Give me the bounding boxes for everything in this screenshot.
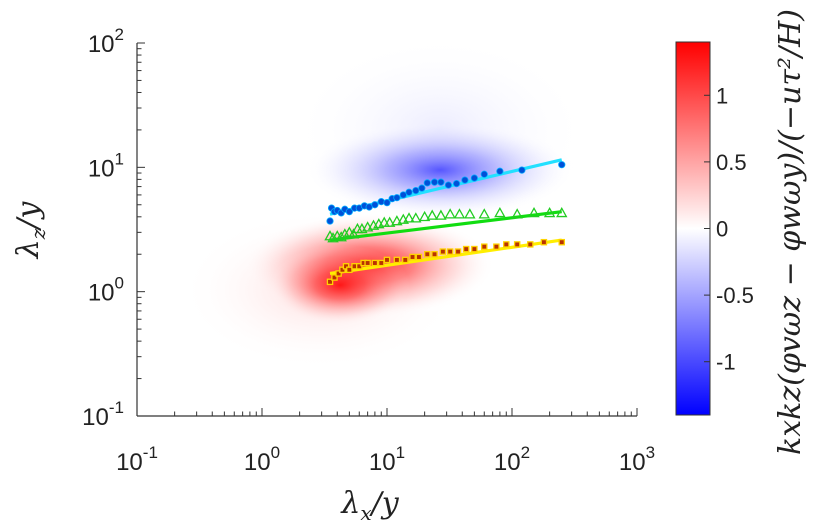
yellow-square-point [409, 253, 416, 261]
green-triangle-point [494, 206, 506, 218]
green-triangle-point [410, 212, 422, 223]
yellow-square-point [383, 256, 391, 264]
green-triangle-point [435, 209, 447, 220]
x-tick-label: 100 [244, 443, 280, 476]
yellow-square-point [513, 241, 521, 248]
y-tick-label: 10-1 [82, 398, 124, 431]
blue-circle-point [418, 184, 426, 192]
blue-circle-point [393, 194, 401, 202]
blue-circle-point [405, 188, 413, 196]
yellow-fit-line [329, 238, 562, 276]
blue-circle-point [345, 208, 353, 216]
x-axis-title: λx/y [340, 486, 399, 523]
x-tick-label: 103 [619, 443, 655, 476]
x-tick-label: 102 [494, 443, 530, 476]
green-triangle-point [464, 208, 476, 219]
blue-circle-point [377, 198, 385, 206]
green-triangle-point [327, 232, 339, 243]
blue-circle-point [383, 199, 391, 207]
y-tick-label: 102 [88, 25, 124, 58]
yellow-square-point [503, 241, 510, 248]
y-axis-title: λz/y [11, 201, 50, 260]
green-triangle-point [478, 208, 490, 219]
blue-circle-point [412, 186, 420, 195]
x-tick-label: 10-1 [116, 443, 158, 476]
green-triangle-point [556, 206, 568, 218]
heatmap-negative-lobe [305, 122, 575, 218]
yellow-square-point [371, 259, 379, 267]
x-tick-label: 101 [369, 443, 405, 476]
colorbar-tick-label: 0 [716, 217, 728, 242]
green-triangle-point [403, 212, 415, 223]
yellow-square-point [326, 278, 334, 286]
green-triangle-point [378, 216, 390, 227]
colorbar-tick-label: -0.5 [716, 283, 754, 308]
data-markers [324, 161, 568, 286]
green-triangle-point [335, 231, 347, 242]
yellow-square-point [439, 248, 447, 255]
yellow-square-point [558, 238, 565, 246]
yellow-square-point [493, 243, 500, 250]
blue-circle-point [444, 181, 453, 189]
yellow-square-point [346, 266, 353, 274]
yellow-square-point [378, 259, 385, 267]
yellow-square-point [527, 241, 534, 248]
blue-circle-point [470, 174, 478, 182]
green-triangle-point [391, 215, 403, 226]
yellow-square-point [356, 263, 363, 270]
yellow-square-point [335, 270, 342, 277]
yellow-square-point [481, 243, 488, 250]
blue-circle-point [371, 201, 379, 209]
axis-ticks [136, 42, 638, 417]
green-triangle-point [444, 208, 456, 219]
yellow-square-point [454, 248, 462, 255]
green-triangle-point [418, 210, 431, 222]
blue-circle-point [480, 170, 488, 178]
yellow-square-point [393, 256, 401, 264]
colorbar-tick-label: -1 [716, 350, 736, 375]
yellow-square-point [471, 245, 478, 253]
green-triangle-point [383, 216, 396, 227]
green-triangle-point [543, 206, 556, 218]
y-tick-label: 100 [88, 274, 124, 307]
blue-circle-point [461, 176, 469, 184]
blue-circle-point [399, 191, 407, 199]
yellow-square-point [462, 245, 470, 253]
green-triangle-point [528, 206, 540, 218]
blue-circle-point [496, 167, 504, 175]
yellow-square-point [331, 274, 338, 281]
green-triangle-point [426, 209, 438, 220]
blue-circle-point [430, 178, 439, 186]
yellow-square-point [364, 259, 371, 267]
colorbar-tick-label: 0.5 [716, 150, 747, 175]
y-tick-label: 101 [88, 149, 124, 182]
blue-circle-point [452, 179, 461, 188]
green-triangle-point [347, 228, 360, 239]
green-triangle-point [339, 228, 351, 239]
green-triangle-point [511, 208, 523, 219]
yellow-square-point [342, 263, 350, 270]
blue-circle-point [558, 161, 566, 169]
yellow-square-point [415, 253, 423, 261]
colorbar-tick-label: 1 [716, 83, 728, 108]
colorbar-ticks: 1 0.5 0 -0.5 -1 [704, 83, 754, 375]
yellow-square-point [431, 250, 438, 258]
blue-circle-point [437, 178, 445, 186]
yellow-square-point [402, 256, 409, 264]
green-triangle-point [453, 208, 466, 219]
yellow-square-point [424, 250, 431, 258]
yellow-square-point [446, 248, 454, 255]
axis-tick-labels: 10-1 100 101 102 103 10-1 100 101 102 [82, 25, 655, 476]
colorbar-label: kxkz(φvωz − φwωy)/(−uτ²/H) [773, 9, 808, 455]
blue-circle-point [423, 179, 431, 187]
green-fit-line [329, 210, 562, 242]
blue-circle-point [518, 166, 526, 174]
blue-circle-point [326, 217, 334, 225]
yellow-square-point [339, 266, 346, 274]
yellow-square-point [540, 238, 548, 246]
heatmap-field [180, 43, 590, 370]
